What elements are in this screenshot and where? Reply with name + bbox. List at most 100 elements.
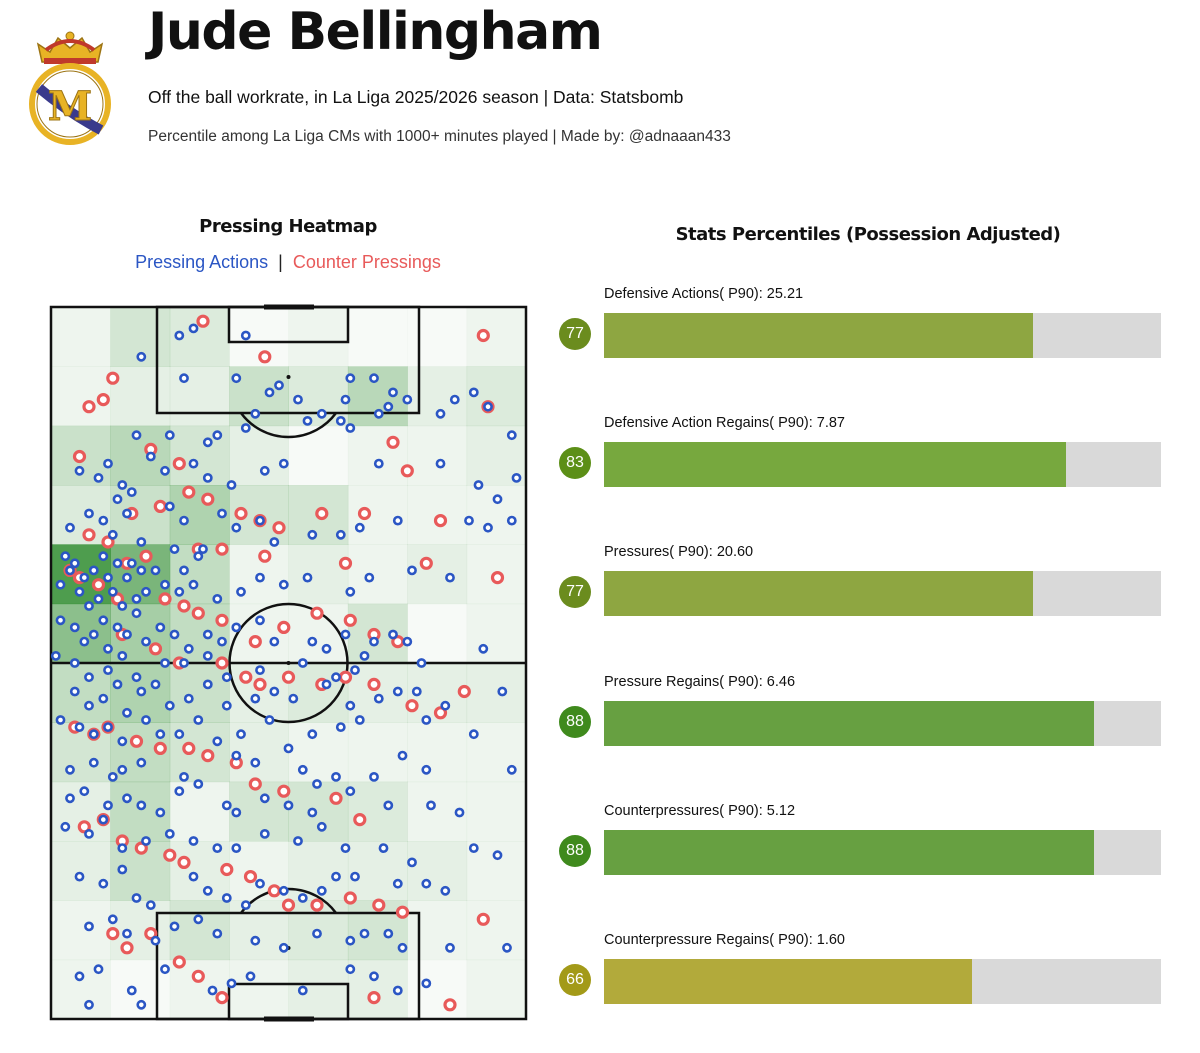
pressing-action-point <box>141 836 151 846</box>
heat-cell <box>51 603 111 664</box>
pressing-action-point <box>359 928 370 939</box>
pressing-action-point <box>65 565 75 576</box>
center-circle <box>228 602 349 724</box>
counter-pressing-point <box>172 457 186 471</box>
legend-counter-pressings: Counter Pressings <box>292 252 441 272</box>
pressing-action-point <box>136 537 147 547</box>
heat-cell <box>407 544 468 605</box>
heat-cell <box>347 485 408 545</box>
pressing-action-point <box>483 401 493 412</box>
counter-pressing-point <box>129 734 144 748</box>
pressing-action-point <box>79 786 90 797</box>
heat-cell <box>51 722 111 783</box>
pressing-action-point <box>107 771 118 782</box>
pressing-action-point <box>131 893 142 903</box>
pressing-action-point <box>145 451 156 462</box>
pressing-action-point <box>98 878 109 889</box>
pressing-action-point <box>88 729 99 740</box>
counter-pressing-point <box>234 506 248 521</box>
pressing-action-point <box>378 843 389 853</box>
pressing-action-point <box>250 693 261 704</box>
pressing-action-point <box>136 800 147 811</box>
counter-pressing-point <box>253 677 267 691</box>
counter-pressing-point <box>96 392 110 407</box>
pressing-action-point <box>345 935 356 946</box>
counter-pressing-point <box>77 820 91 834</box>
counter-pressing-point <box>158 592 172 606</box>
pressing-action-point <box>193 551 204 562</box>
pressing-action-point <box>88 757 99 768</box>
pressing-action-point <box>345 786 356 797</box>
pressing-action-point <box>421 764 432 775</box>
pressing-action-point <box>84 829 94 839</box>
pressing-action-point <box>445 942 455 953</box>
pressing-action-point <box>435 408 446 419</box>
pressing-action-point <box>141 636 151 647</box>
heat-cell <box>229 425 289 486</box>
pressing-action-point <box>202 679 213 690</box>
pressing-action-point <box>183 643 194 654</box>
pressing-action-point <box>117 650 128 661</box>
heat-cell <box>347 544 408 605</box>
pressing-action-point <box>122 707 132 718</box>
pressing-points <box>50 314 522 1012</box>
heat-cell <box>407 425 468 486</box>
pressing-action-point <box>221 893 232 903</box>
pressing-action-point <box>397 750 408 761</box>
pressing-action-point <box>506 764 517 775</box>
pressing-action-point <box>193 715 204 725</box>
pressing-action-point <box>345 586 356 597</box>
pressing-action-point <box>98 693 109 704</box>
pressing-action-point <box>307 529 318 540</box>
pressing-action-point <box>250 935 261 946</box>
top-penalty-arc <box>239 412 338 439</box>
pressing-action-point <box>364 572 375 583</box>
percentile-bar <box>604 700 1095 746</box>
pressing-action-point <box>283 800 294 811</box>
pressing-action-point <box>506 430 517 441</box>
pressing-action-point <box>373 408 384 419</box>
pressing-action-point <box>93 593 104 604</box>
percentile-badge: 88 <box>559 834 591 867</box>
pressing-action-point <box>392 515 403 526</box>
pressing-action-point <box>354 715 365 725</box>
pressing-action-point <box>221 800 232 811</box>
pressing-action-point <box>231 622 242 633</box>
counter-pressing-point <box>315 506 329 521</box>
pressing-action-point <box>454 807 465 818</box>
pressing-action-point <box>369 373 379 384</box>
pressing-action-point <box>316 885 327 896</box>
pressing-action-point <box>117 764 128 775</box>
percentile-bar-track <box>604 442 1161 488</box>
pressing-heatmap-pitch <box>49 304 528 1022</box>
counter-pressing-point <box>72 449 87 464</box>
counter-pressing-point <box>215 656 229 670</box>
counter-pressing-point <box>153 741 167 755</box>
pressing-action-point <box>126 558 137 569</box>
pressing-action-point <box>117 864 128 875</box>
pressing-action-point <box>74 722 85 732</box>
pressing-action-point <box>88 629 99 640</box>
pressing-action-point <box>231 843 242 853</box>
pressing-action-point <box>383 401 394 412</box>
counter-pressing-point <box>277 784 291 798</box>
pressing-action-point <box>174 729 185 740</box>
pressing-action-point <box>117 843 128 853</box>
pressing-action-point <box>231 373 242 384</box>
counter-pressing-point <box>419 556 433 570</box>
pressing-action-point <box>331 871 341 882</box>
pressing-action-point <box>188 579 199 590</box>
heat-cell <box>466 900 527 961</box>
heat-cell <box>288 307 349 367</box>
pressing-action-point <box>122 572 132 583</box>
pressing-action-point <box>217 636 227 647</box>
heat-cell <box>347 841 408 901</box>
heat-cell <box>288 425 349 486</box>
counter-pressing-point <box>395 905 410 919</box>
counter-pressing-point <box>343 613 357 627</box>
pressing-action-point <box>240 330 251 341</box>
pressing-action-point <box>221 672 232 683</box>
pressing-action-point <box>397 942 408 953</box>
pressing-action-point <box>60 551 71 562</box>
pressing-action-point <box>250 408 261 419</box>
